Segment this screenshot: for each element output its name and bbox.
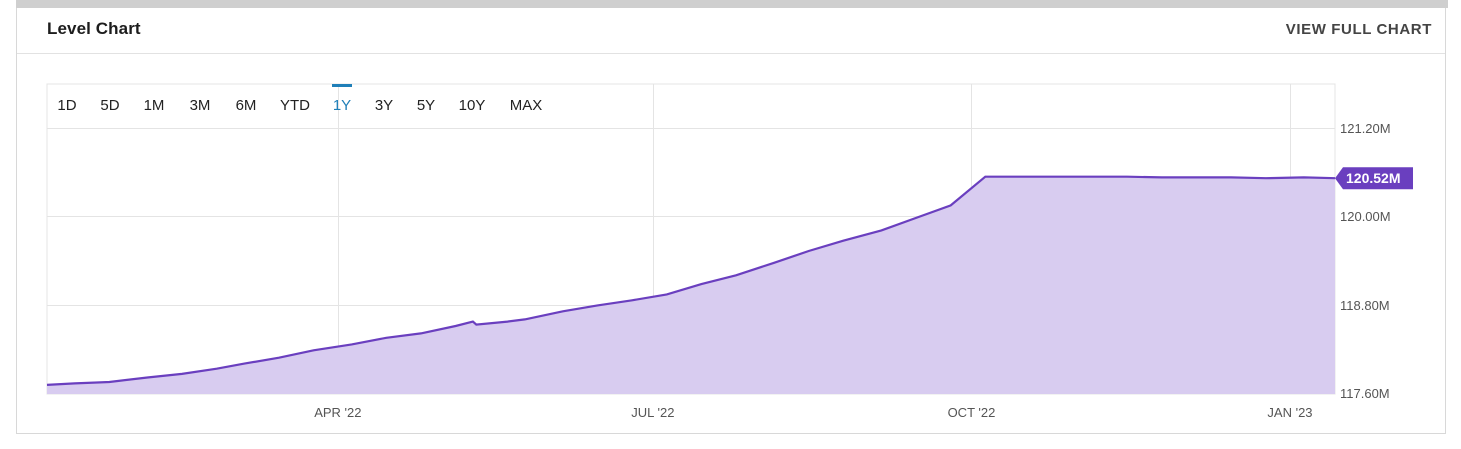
y-tick-label: 118.80M xyxy=(1340,298,1390,313)
y-axis: 117.60M 118.80M 120.00M 121.20M xyxy=(1340,121,1391,401)
range-selector: 1D 5D 1M 3M 6M YTD 1Y 3Y 5Y 10Y MAX xyxy=(57,84,542,114)
y-tick-label: 117.60M xyxy=(1340,386,1390,401)
view-full-chart-link[interactable]: VIEW FULL CHART xyxy=(1285,21,1432,38)
y-tick-label: 120.00M xyxy=(1340,209,1391,224)
x-tick-label: JUL '22 xyxy=(631,405,674,420)
x-axis: APR '22 JUL '22 OCT '22 JAN '23 xyxy=(314,405,1312,420)
x-tick-label: JAN '23 xyxy=(1267,405,1312,420)
range-button-3y[interactable]: 3Y xyxy=(375,97,393,114)
x-tick-label: OCT '22 xyxy=(948,405,996,420)
range-button-5y[interactable]: 5Y xyxy=(417,97,435,114)
last-value-badge: 120.52M xyxy=(1335,167,1413,190)
top-accent-bar xyxy=(16,0,1448,8)
range-button-1d[interactable]: 1D xyxy=(57,97,76,114)
range-button-6m[interactable]: 6M xyxy=(236,97,257,114)
range-button-1y[interactable]: 1Y xyxy=(333,97,351,114)
last-value-label: 120.52M xyxy=(1346,170,1400,186)
x-tick-label: APR '22 xyxy=(314,405,361,420)
range-button-max[interactable]: MAX xyxy=(510,97,543,114)
range-button-3m[interactable]: 3M xyxy=(190,97,211,114)
chart-title: Level Chart xyxy=(47,19,141,38)
area-fill xyxy=(47,176,1335,394)
range-button-ytd[interactable]: YTD xyxy=(280,97,310,114)
y-tick-label: 121.20M xyxy=(1340,121,1391,136)
range-button-5d[interactable]: 5D xyxy=(100,97,119,114)
series-line xyxy=(46,175,1336,386)
last-value-badge-shape xyxy=(1335,167,1413,190)
range-button-10y[interactable]: 10Y xyxy=(459,97,486,114)
card-header: Level Chart VIEW FULL CHART xyxy=(17,8,1445,54)
range-button-1m[interactable]: 1M xyxy=(144,97,165,114)
active-range-indicator xyxy=(332,84,352,87)
